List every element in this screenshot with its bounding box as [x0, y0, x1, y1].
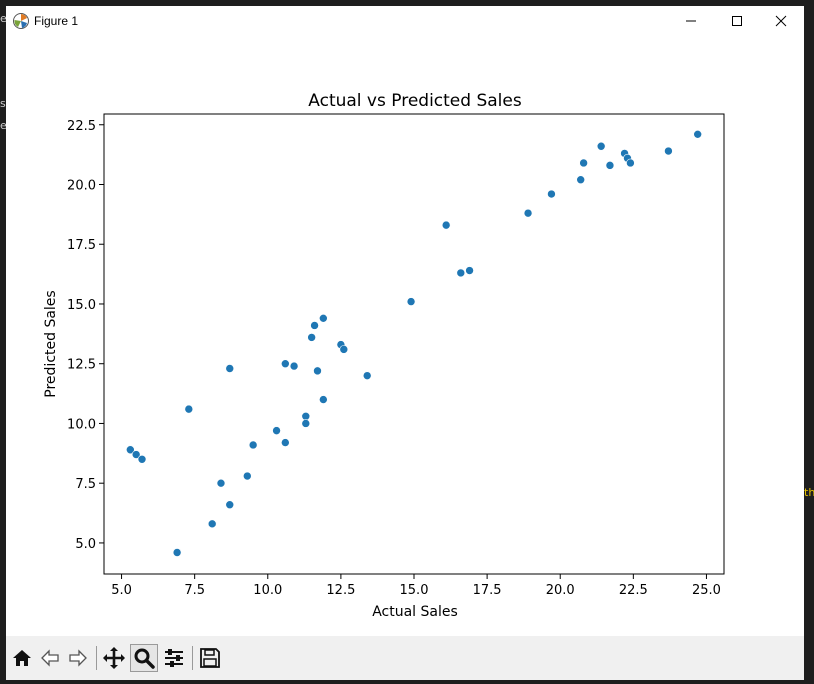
data-point [406, 297, 416, 306]
window-title: Figure 1 [34, 14, 79, 28]
data-point [289, 361, 299, 371]
data-point [216, 478, 226, 488]
data-point [313, 366, 322, 376]
close-button[interactable] [758, 6, 804, 36]
back-button[interactable] [36, 644, 64, 672]
y-axis: 5.0 7.5 10.0 12.5 15.0 17.5 20.0 22.5 [67, 119, 104, 552]
save-button[interactable] [196, 644, 224, 672]
data-point [225, 364, 235, 373]
data-point [664, 146, 673, 156]
data-point [248, 440, 258, 450]
maximize-button[interactable] [714, 6, 760, 36]
y-axis-label: Predicted Sales [43, 290, 59, 397]
background-text-fragment: e [0, 12, 7, 25]
x-tick-label: 15.0 [400, 583, 429, 598]
x-tick-label: 10.0 [253, 583, 282, 598]
data-point [184, 404, 194, 414]
data-point [596, 141, 606, 151]
figure-window: Figure 1 Actual vs Predicted Sales 5.0 7.… [6, 6, 804, 680]
data-point [362, 371, 372, 380]
data-point [225, 500, 235, 510]
zoom-icon [134, 648, 155, 669]
navigation-toolbar [6, 636, 804, 680]
minimize-button[interactable] [668, 6, 714, 36]
data-point [319, 314, 328, 323]
close-icon [775, 15, 787, 27]
configure-subplots-icon [165, 649, 183, 667]
data-point [307, 333, 316, 342]
title-bar[interactable]: Figure 1 [6, 6, 804, 36]
data-point [301, 419, 311, 428]
configure-subplots-button[interactable] [160, 644, 188, 672]
y-tick-label: 20.0 [67, 178, 96, 193]
maximize-icon [732, 16, 742, 26]
plot-area [103, 113, 725, 575]
home-button[interactable] [8, 644, 36, 672]
minimize-icon [686, 20, 696, 22]
pan-icon [103, 647, 125, 669]
scatter-chart: Actual vs Predicted Sales 5.0 7.5 10.0 12.5… [43, 91, 725, 620]
data-point [131, 450, 141, 459]
data-point [456, 268, 466, 278]
y-tick-label: 22.5 [67, 119, 96, 134]
forward-button[interactable] [64, 644, 92, 672]
data-point [339, 345, 349, 354]
data-point [301, 411, 311, 421]
toolbar-separator [96, 646, 97, 670]
home-icon [13, 650, 31, 666]
pan-button[interactable] [100, 644, 128, 672]
x-tick-label: 20.0 [546, 583, 575, 598]
data-point [207, 519, 217, 529]
chart-title: Actual vs Predicted Sales [308, 91, 522, 111]
background-text-fragment: th [804, 486, 814, 499]
zoom-button[interactable] [130, 644, 158, 672]
background-text-fragment: e [0, 119, 7, 132]
x-tick-label: 25.0 [692, 583, 721, 598]
data-point [523, 208, 533, 218]
data-point [547, 189, 556, 199]
data-point [137, 454, 147, 464]
data-point [243, 471, 252, 481]
data-point [576, 175, 585, 185]
y-tick-label: 10.0 [67, 417, 96, 432]
forward-icon [69, 649, 87, 667]
figure-canvas[interactable]: Actual vs Predicted Sales 5.0 7.5 10.0 12.5… [6, 36, 804, 636]
y-tick-label: 7.5 [75, 477, 96, 492]
y-tick-label: 12.5 [67, 358, 96, 373]
back-icon [41, 649, 59, 667]
toolbar-separator [192, 646, 193, 670]
x-tick-label: 12.5 [326, 583, 355, 598]
data-point [126, 445, 135, 455]
data-points [126, 130, 702, 557]
data-point [626, 158, 635, 168]
data-point [441, 220, 451, 230]
x-tick-label: 17.5 [473, 583, 502, 598]
data-point [272, 426, 281, 435]
data-point [319, 395, 328, 404]
x-tick-label: 22.5 [619, 583, 648, 598]
data-point [605, 161, 615, 170]
data-point [310, 321, 319, 330]
background-text-fragment: s [0, 97, 6, 110]
data-point [281, 359, 290, 369]
x-axis: 5.0 7.5 10.0 12.5 15.0 17.5 20.0 22.5 25.0 [111, 574, 721, 598]
data-point [465, 266, 474, 275]
y-tick-label: 15.0 [67, 298, 96, 313]
save-icon [200, 648, 220, 668]
y-tick-label: 5.0 [75, 537, 96, 552]
x-tick-label: 5.0 [111, 583, 132, 598]
matplotlib-app-icon [13, 13, 29, 29]
x-axis-label: Actual Sales [372, 604, 458, 620]
data-point [172, 548, 182, 557]
data-point [579, 158, 588, 168]
data-point [693, 130, 702, 139]
data-point [281, 438, 290, 447]
x-tick-label: 7.5 [184, 583, 205, 598]
y-tick-label: 17.5 [67, 238, 96, 253]
